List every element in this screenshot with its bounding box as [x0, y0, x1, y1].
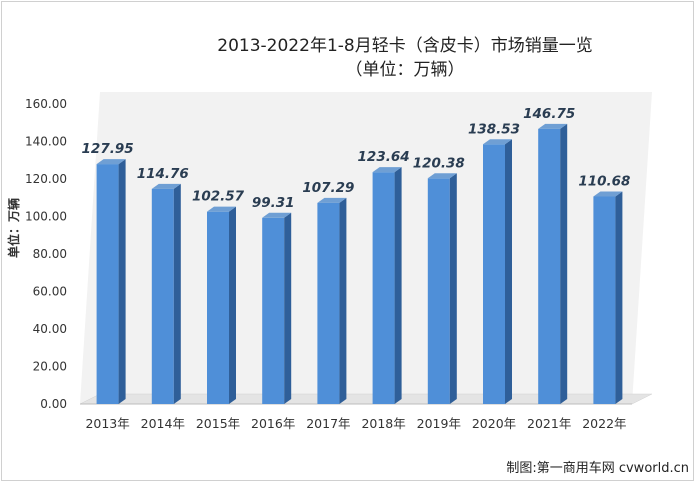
chart-title: 2013-2022年1-8月轻卡（含皮卡）市场销量一览 — [217, 36, 592, 56]
bar-side — [560, 123, 568, 404]
y-tick-label: 60.00 — [33, 285, 67, 299]
x-tick-label: 2018年 — [361, 416, 405, 431]
bar-side — [118, 159, 126, 404]
value-label: 102.57 — [192, 189, 245, 205]
y-tick-label: 80.00 — [33, 247, 67, 261]
x-tick-label: 2015年 — [196, 416, 240, 431]
bar — [372, 167, 402, 404]
bar-top — [538, 123, 568, 129]
bar — [151, 183, 181, 404]
value-label: 120.38 — [413, 155, 465, 171]
value-label: 138.53 — [468, 121, 520, 137]
credit-text: 制图:第一商用车网 cvworld.cn — [506, 460, 689, 476]
y-axis-ticks: 0.00 20.00 40.00 60.00 80.00 100.00 120.00 140.… — [25, 97, 67, 411]
bar-top — [262, 212, 292, 218]
y-tick-label: 100.00 — [25, 210, 67, 224]
chart-subtitle: （单位：万辆） — [346, 60, 465, 80]
y-axis-label: 单位：万辆 — [6, 198, 21, 258]
bar-top — [372, 167, 402, 173]
y-tick-label: 20.00 — [33, 360, 67, 374]
bar-series — [96, 123, 623, 404]
value-label: 110.68 — [578, 173, 630, 189]
value-label: 99.31 — [252, 195, 295, 211]
bar-side — [449, 173, 457, 404]
y-tick-label: 120.00 — [25, 172, 67, 186]
value-label: 107.29 — [302, 180, 354, 196]
bar — [207, 206, 236, 404]
value-label: 114.76 — [137, 166, 189, 182]
x-tick-label: 2020年 — [472, 416, 516, 431]
bar-front — [262, 217, 285, 404]
bar-top — [207, 206, 236, 212]
bar — [593, 191, 623, 404]
bar — [427, 173, 457, 404]
bar-front — [372, 172, 395, 404]
x-tick-label: 2017年 — [306, 416, 350, 431]
y-tick-label: 140.00 — [25, 135, 67, 149]
bar-side — [229, 206, 236, 404]
bar-front — [593, 196, 616, 404]
bar-front — [538, 128, 561, 404]
bar-front — [96, 164, 119, 404]
x-tick-label: 2019年 — [417, 416, 461, 431]
bar-front — [427, 178, 450, 404]
bar — [317, 197, 347, 404]
bar-top — [427, 173, 457, 179]
bar — [96, 159, 126, 404]
x-tick-label: 2013年 — [85, 416, 129, 431]
x-axis-ticks: 2013年 2014年 2015年 2016年 2017年 2018年 2019年 2020年… — [85, 416, 626, 431]
bar-side — [339, 197, 347, 404]
x-tick-label: 2022年 — [582, 416, 626, 431]
x-tick-label: 2014年 — [141, 416, 185, 431]
y-tick-label: 0.00 — [40, 397, 67, 411]
bar-front — [317, 202, 340, 404]
bar — [262, 212, 292, 404]
bar-top — [151, 183, 181, 189]
bar — [538, 123, 568, 404]
x-tick-label: 2016年 — [251, 416, 295, 431]
value-label: 123.64 — [358, 149, 410, 165]
bar-side — [394, 167, 402, 404]
bar — [483, 139, 512, 404]
bar-front — [483, 144, 505, 404]
x-tick-label: 2021年 — [527, 416, 571, 431]
y-tick-label: 160.00 — [25, 97, 67, 111]
bar-side — [505, 139, 512, 404]
y-tick-label: 40.00 — [33, 322, 67, 336]
bar-side — [173, 183, 181, 404]
bar-top — [593, 191, 623, 197]
bar-top — [317, 197, 347, 203]
bar-front — [151, 188, 174, 404]
value-label: 146.75 — [523, 106, 575, 122]
bar-top — [96, 159, 126, 165]
bar-side — [284, 212, 292, 404]
bar-top — [483, 139, 512, 145]
bar-side — [615, 191, 623, 404]
bar-front — [207, 211, 229, 404]
value-label: 127.95 — [82, 141, 134, 157]
